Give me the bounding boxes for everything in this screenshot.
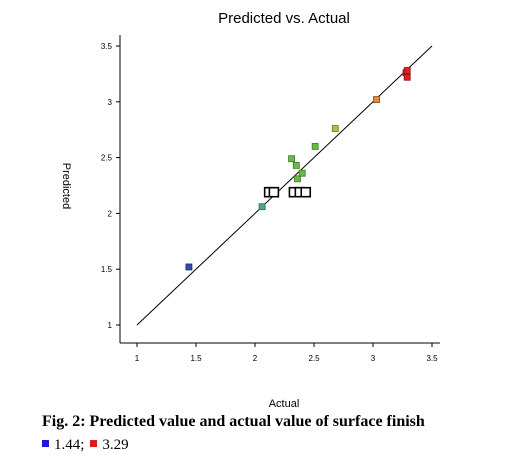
legend-separator: ; [80,437,85,453]
chart-title: Predicted vs. Actual [218,10,350,27]
data-point [331,125,339,132]
figure-caption: Fig. 2: Predicted value and actual value… [42,413,425,430]
x-tick-label: 3.5 [426,354,438,363]
ticks-layer: 1 1.5 2 2.5 3 3.5 1 1.5 2 2.5 3 3.5 [101,42,438,363]
x-axis-label: Actual [269,398,300,410]
x-tick-label: 1 [135,354,140,363]
data-point [311,143,319,150]
y-tick-label: 1 [108,321,113,330]
x-tick-label: 2 [253,354,258,363]
points-layer [185,67,411,271]
y-tick-label: 1.5 [101,265,113,274]
legend-swatch-low [42,440,49,447]
data-point [294,175,301,183]
reference-line-layer [136,45,433,326]
y-tick-label: 2 [108,209,113,218]
y-axis-label: Predicted [60,163,72,209]
data-point [298,169,306,177]
y-tick-label: 2.5 [101,154,113,163]
legend-swatch-high [90,440,98,447]
data-point [258,203,266,211]
legend-value-low: 1.44 [54,437,81,453]
data-point [292,162,300,169]
data-point [403,73,411,81]
reference-line [136,45,433,326]
x-tick-label: 3 [371,354,376,363]
x-tick-label: 1.5 [190,354,202,363]
data-point [185,263,193,271]
y-tick-label: 3 [108,98,113,107]
data-point [373,96,380,103]
legend-value-high: 3.29 [102,437,129,453]
legend: 1.44; 3.29 [42,437,129,454]
highlight-layer [263,186,312,198]
x-tick-label: 2.5 [308,354,320,363]
highlighted-point [300,186,312,198]
y-tick-label: 3.5 [101,42,113,51]
data-point [403,67,411,74]
highlighted-point [268,186,280,198]
data-point [288,155,295,163]
